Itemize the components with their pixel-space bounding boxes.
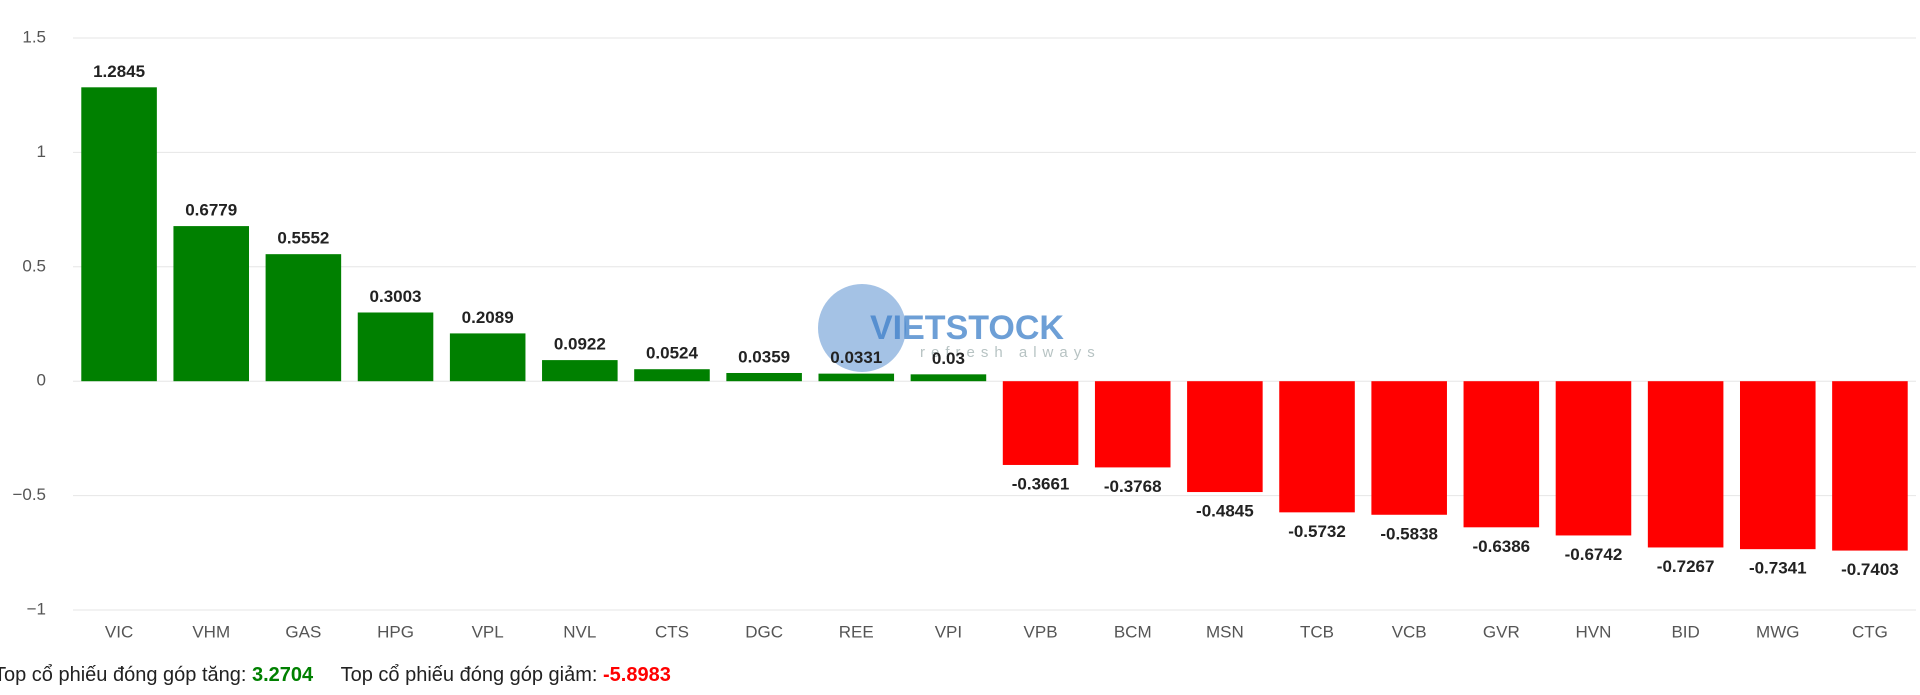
x-tick-label: NVL (563, 622, 596, 641)
bar (1187, 381, 1263, 493)
bar (1739, 381, 1816, 550)
x-tick-label: CTS (655, 622, 689, 641)
data-label: -0.5732 (1288, 522, 1346, 541)
bar (726, 372, 802, 382)
bar (818, 373, 895, 382)
y-tick-label: 1.5 (22, 27, 46, 46)
data-label: -0.7341 (1749, 559, 1807, 578)
watermark-brand: VIETSTOCK (870, 309, 1064, 347)
watermark: VIETSTOCK refresh always (818, 284, 1101, 372)
data-label: -0.5838 (1380, 524, 1438, 543)
x-tick-label: VPL (472, 622, 504, 641)
x-tick-label: MSN (1206, 622, 1244, 641)
bar (265, 254, 342, 382)
footer: Top cổ phiếu đóng góp tăng: 3.2704 Top c… (0, 664, 671, 687)
bar (1279, 381, 1355, 513)
y-tick-label: 0 (37, 371, 46, 390)
x-tick-label: GVR (1483, 622, 1520, 641)
gain-label: Top cổ phiếu đóng góp tăng: (0, 664, 247, 686)
bar (357, 312, 434, 382)
data-label: 0.0524 (646, 344, 699, 363)
y-tick-label: 0.5 (22, 256, 46, 275)
y-tick-label: 1 (37, 142, 46, 161)
bar (81, 87, 157, 382)
data-label: 0.2089 (462, 308, 514, 327)
data-label: 1.2845 (93, 62, 145, 81)
x-tick-label: VCB (1392, 622, 1427, 641)
bar (1371, 381, 1447, 515)
x-tick-label: REE (839, 622, 874, 641)
bar (449, 333, 526, 382)
loss-value: -5.8983 (603, 664, 671, 686)
x-tick-label: DGC (745, 622, 783, 641)
x-tick-label: VPI (935, 622, 962, 641)
loss-label: Top cổ phiếu đóng góp giảm: (340, 664, 598, 686)
data-label: -0.3768 (1104, 477, 1162, 496)
bar (542, 360, 618, 382)
x-tick-label: CTG (1852, 622, 1888, 641)
bar (1002, 381, 1079, 465)
x-tick-label: VIC (105, 622, 133, 641)
x-tick-label: HPG (377, 622, 414, 641)
x-tick-label: BCM (1114, 622, 1152, 641)
bar (1555, 381, 1632, 536)
data-label: -0.6386 (1472, 537, 1530, 556)
bar (1647, 381, 1724, 548)
data-label: 0.5552 (277, 229, 329, 248)
bar (173, 226, 250, 382)
x-tick-label: GAS (285, 622, 321, 641)
data-label: 0.0359 (738, 347, 790, 366)
bar (1463, 381, 1540, 528)
bar (910, 374, 987, 382)
gain-value: 3.2704 (252, 664, 314, 686)
data-label: -0.7403 (1841, 560, 1899, 579)
bar (1094, 381, 1171, 468)
x-tick-label: VHM (192, 622, 230, 641)
x-tick-label: VPB (1024, 622, 1058, 641)
data-label: 0.3003 (370, 287, 422, 306)
data-label: 0.0331 (830, 348, 882, 367)
bar (634, 369, 710, 382)
y-tick-label: −0.5 (12, 485, 46, 504)
x-tick-label: TCB (1300, 622, 1334, 641)
data-label: 0.6779 (185, 201, 237, 220)
data-label: -0.3661 (1012, 474, 1070, 493)
data-label: -0.7267 (1657, 557, 1715, 576)
bar (1832, 381, 1908, 551)
watermark-logo (818, 284, 906, 372)
y-tick-label: −1 (27, 599, 46, 618)
data-label: -0.6742 (1565, 545, 1623, 564)
watermark-tagline: refresh always (920, 344, 1101, 361)
data-label: 0.03 (932, 349, 965, 368)
data-label: -0.4845 (1196, 502, 1254, 521)
x-tick-label: MWG (1756, 622, 1799, 641)
x-tick-label: BID (1671, 622, 1699, 641)
chart: VIETSTOCK refresh always −1 −0.5 0 0.5 1 1.5 V… (12, 27, 1916, 641)
x-tick-label: HVN (1576, 622, 1612, 641)
data-label: 0.0922 (554, 335, 606, 354)
